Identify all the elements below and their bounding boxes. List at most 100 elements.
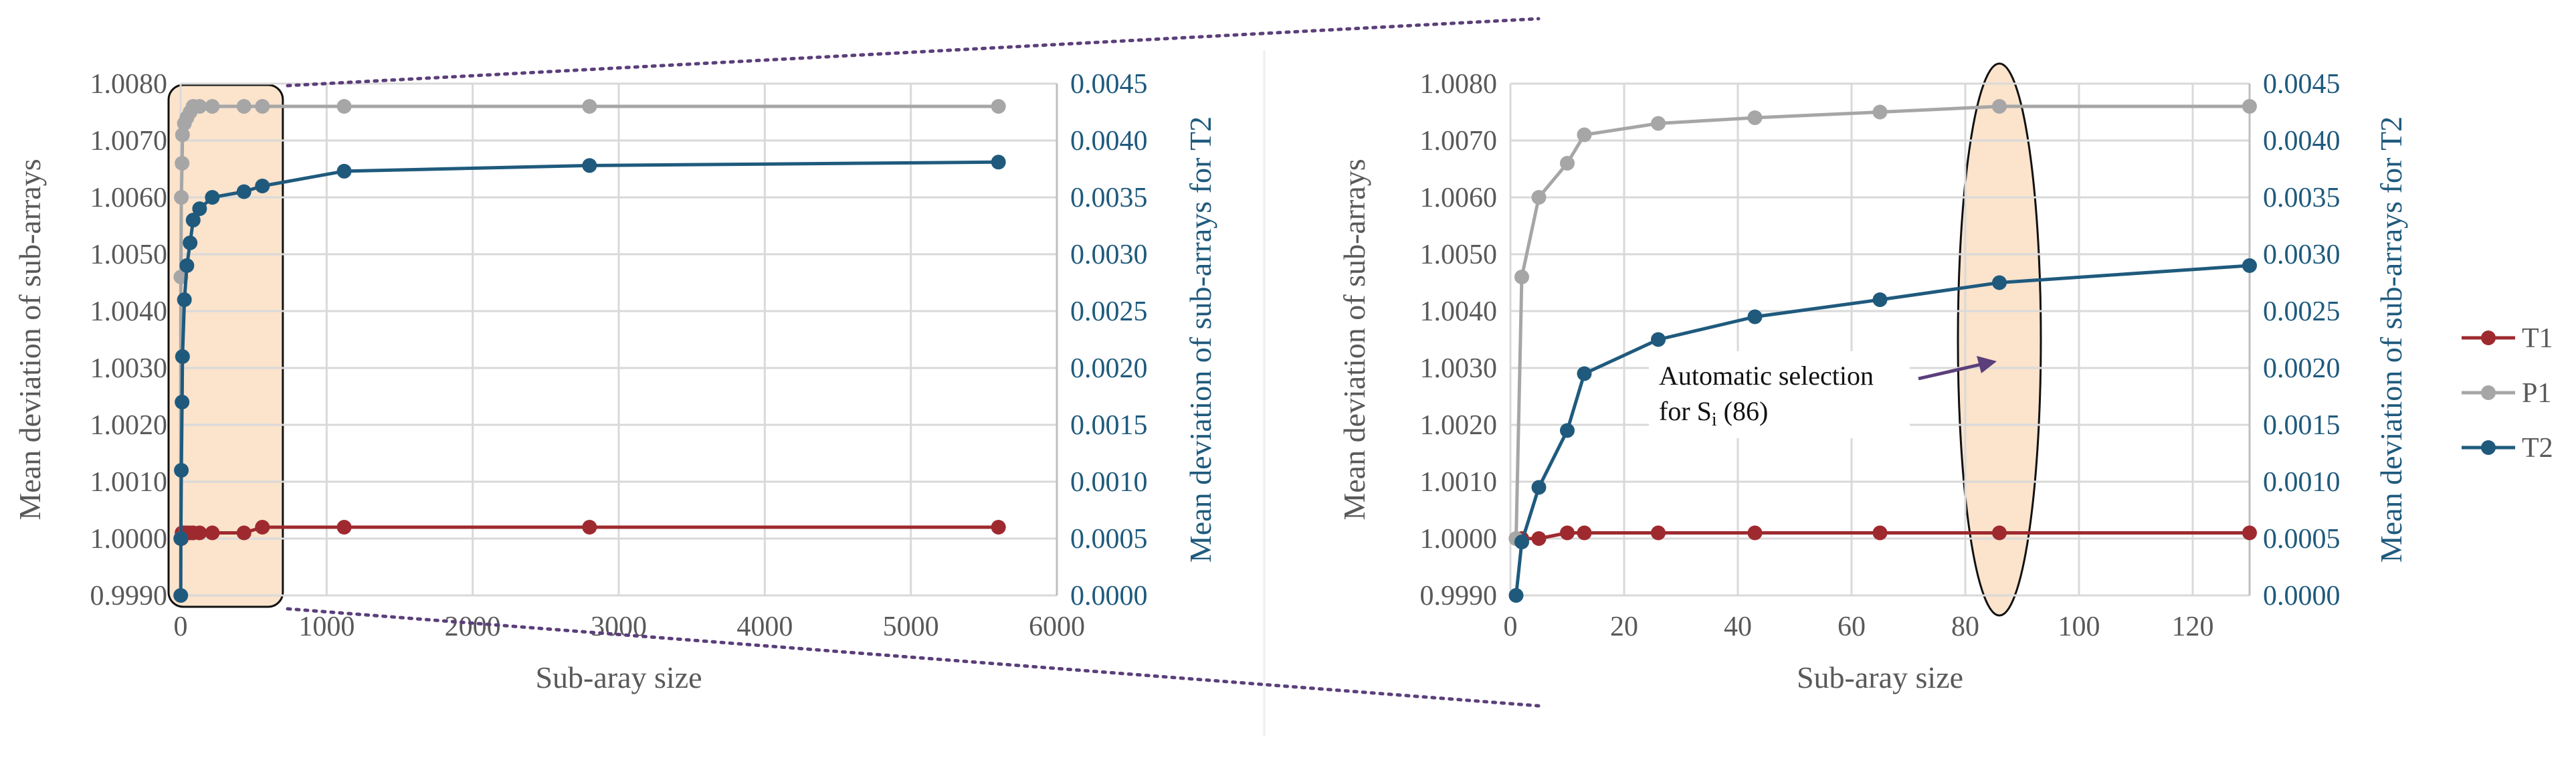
y-tick-label: 1.0010	[90, 467, 168, 498]
x-tick-label: 3000	[591, 611, 647, 642]
series-line-t2	[179, 160, 999, 596]
series-t1	[1508, 525, 2257, 546]
data-point-t2	[175, 395, 190, 409]
annotation-line-1: Automatic selection	[1659, 361, 1874, 391]
legend-item-t1: T1	[2462, 323, 2553, 354]
data-point-t1	[192, 525, 207, 541]
data-point-p1	[1531, 190, 1547, 205]
zoom-connector-bottom	[286, 607, 1541, 708]
data-point-t2	[1514, 535, 1529, 550]
legend-swatch-marker	[2481, 330, 2496, 345]
series-t2	[173, 155, 1006, 603]
y2-tick-label: 0.0010	[2263, 467, 2341, 498]
annotation-prefix: for S	[1659, 396, 1712, 426]
data-point-t1	[1531, 531, 1547, 546]
legend-label: T1	[2522, 323, 2553, 354]
data-point-t2	[173, 588, 189, 603]
y2-axis-title: Mean deviation of sub-arrays for T2	[1183, 116, 1217, 563]
y2-tick-label: 0.0015	[2263, 410, 2341, 441]
data-point-p1	[236, 99, 252, 114]
data-point-t2	[2242, 258, 2257, 273]
series-line-t1	[1516, 531, 2250, 541]
data-point-t1	[1992, 525, 2007, 541]
x-tick-label: 6000	[1029, 611, 1085, 642]
data-point-p1	[175, 156, 190, 171]
data-point-t2	[175, 349, 190, 364]
legend-item-p1: P1	[2462, 378, 2551, 409]
legend-label: T2	[2522, 433, 2553, 464]
y-tick-label: 1.0020	[1420, 410, 1498, 441]
data-point-t2	[582, 158, 597, 173]
data-point-t2	[1872, 292, 1888, 307]
y-tick-label: 1.0040	[1420, 296, 1498, 327]
y2-tick-label: 0.0025	[2263, 296, 2341, 327]
chart-panel-2: 0.9990 1.0000 1.0010 1.0020 1.0030 1.0040 1.00…	[1337, 62, 2408, 694]
series-line-t2	[1514, 264, 2250, 596]
legend-item-t2: T2	[2462, 433, 2553, 464]
y2-tick-label: 0.0040	[1070, 126, 1148, 157]
data-point-t2	[183, 235, 198, 250]
y2-tick-label: 0.0010	[1070, 467, 1148, 498]
y-tick-label: 0.9990	[1420, 581, 1498, 611]
data-point-t2	[185, 213, 201, 227]
series-line-p1	[1514, 104, 2250, 539]
series-p1	[173, 99, 1006, 546]
data-point-t2	[255, 179, 270, 193]
legend: T1 P1 T2	[2462, 323, 2553, 464]
x-tick-label: 5000	[883, 611, 939, 642]
y-axis-title: Mean deviation of sub-arrays	[13, 159, 47, 520]
y-tick-label: 1.0020	[90, 410, 168, 441]
x-tick-label: 80	[1951, 611, 1979, 642]
y-tick-label: 1.0060	[90, 183, 168, 213]
data-point-t1	[2242, 525, 2257, 541]
x-tick-label: 0	[1504, 611, 1518, 642]
data-point-p1	[1747, 110, 1763, 125]
data-point-t1	[1651, 525, 1666, 541]
y-axis-title: Mean deviation of sub-arrays	[1337, 159, 1371, 520]
y2-tick-label: 0.0040	[2263, 126, 2341, 157]
data-point-t1	[236, 525, 252, 541]
data-point-t2	[177, 292, 192, 307]
data-point-t2	[1747, 309, 1763, 324]
x-tick-label: 60	[1838, 611, 1866, 642]
data-point-t2	[205, 190, 220, 205]
y-tick-label: 1.0080	[90, 69, 168, 100]
series-t2	[1508, 258, 2257, 603]
x-tick-label: 120	[2172, 611, 2214, 642]
y-tick-label: 1.0060	[1420, 183, 1498, 213]
data-point-t1	[582, 520, 597, 535]
data-point-t2	[236, 184, 252, 199]
y2-axis-title: Mean deviation of sub-arrays for T2	[2374, 116, 2408, 563]
data-point-p1	[175, 127, 190, 143]
data-point-t2	[179, 258, 195, 273]
selection-highlight-ellipse	[1957, 62, 2042, 617]
legend-swatch-marker	[2481, 440, 2496, 455]
chart-panel-1: 0.9990 1.0000 1.0010 1.0020 1.0030 1.0040 1.00…	[13, 69, 1217, 694]
data-point-p1	[991, 99, 1006, 114]
data-point-p1	[192, 99, 207, 114]
y2-tick-label: 0.0015	[1070, 410, 1148, 441]
y-tick-label: 1.0070	[1420, 126, 1498, 157]
annotation-box	[1649, 351, 1910, 438]
data-point-t2	[1577, 366, 1592, 381]
legend-label: P1	[2522, 378, 2551, 409]
data-point-t2	[173, 531, 189, 546]
legend-swatch-marker	[2481, 385, 2496, 400]
y2-tick-label: 0.0030	[2263, 240, 2341, 270]
y2-tick-label: 0.0000	[2263, 581, 2341, 611]
data-point-t2	[1651, 332, 1666, 347]
x-axis-title: Sub-aray size	[535, 660, 702, 694]
y2-tick-label: 0.0025	[1070, 296, 1148, 327]
data-point-p1	[1992, 99, 2007, 114]
data-point-t1	[991, 520, 1006, 535]
data-point-t2	[192, 201, 207, 216]
y-tick-label: 1.0050	[1420, 240, 1498, 270]
data-point-t1	[1560, 525, 1575, 541]
x-tick-label: 20	[1610, 611, 1638, 642]
y2-tick-label: 0.0045	[2263, 69, 2341, 100]
x-tick-label: 4000	[736, 611, 793, 642]
zoom-connector-top	[286, 17, 1541, 88]
data-point-p1	[1514, 270, 1529, 284]
data-point-p1	[1651, 116, 1666, 131]
data-point-p1	[255, 99, 270, 114]
